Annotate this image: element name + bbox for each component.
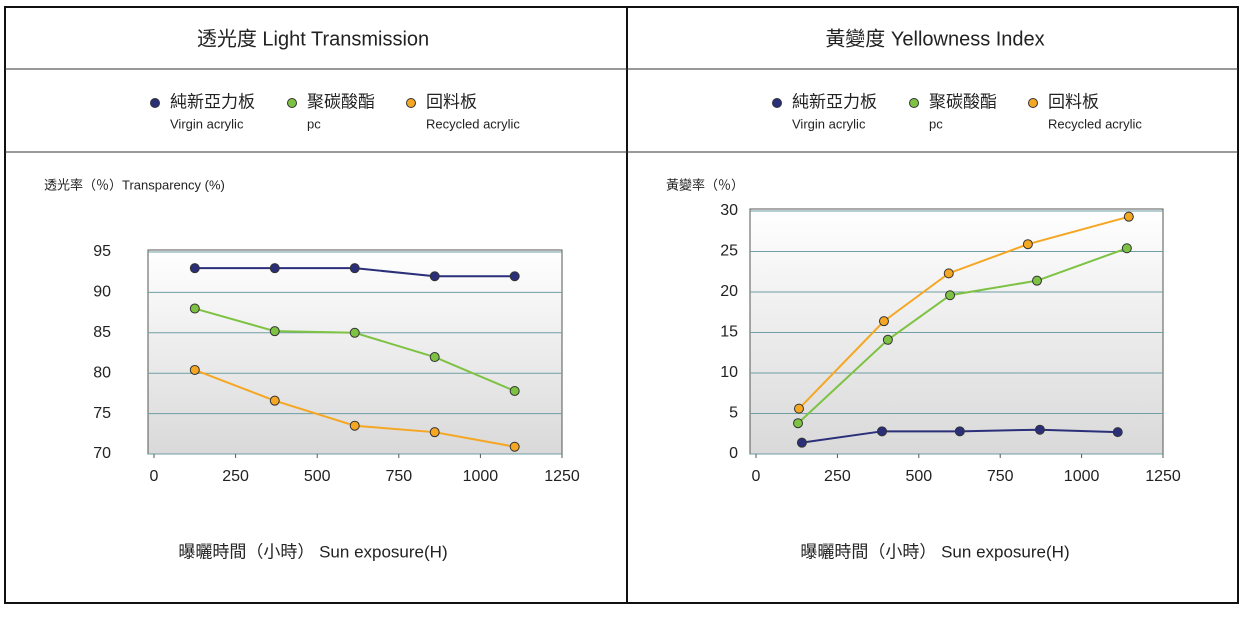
y-tick-label: 95 <box>93 243 111 260</box>
y-axis-title: 透光率（％）Transparency (%) <box>44 177 225 192</box>
legend-label: 聚碳酸酯 <box>307 92 375 111</box>
data-point <box>1121 243 1132 254</box>
data-point <box>429 271 440 282</box>
data-point <box>877 426 888 437</box>
data-point <box>429 352 440 363</box>
legend-label: 純新亞力板 <box>792 92 877 111</box>
x-tick-label: 1250 <box>1145 468 1181 485</box>
legend-label: 回料板 <box>1048 92 1099 111</box>
data-point <box>349 263 360 274</box>
legend-marker <box>772 98 782 108</box>
y-tick-label: 80 <box>93 364 111 381</box>
data-point <box>882 334 893 345</box>
legend-marker <box>909 98 919 108</box>
data-point <box>878 316 889 327</box>
y-tick-label: 70 <box>93 445 111 462</box>
data-point <box>793 403 804 414</box>
data-point <box>269 263 280 274</box>
data-point <box>349 420 360 431</box>
x-tick-label: 750 <box>987 468 1014 485</box>
data-point <box>509 385 520 396</box>
data-point <box>189 263 200 274</box>
data-point <box>943 268 954 279</box>
x-tick-label: 500 <box>905 468 932 485</box>
data-point <box>1031 275 1042 286</box>
data-point <box>1112 427 1123 438</box>
data-point <box>1034 424 1045 435</box>
x-axis-title: 曝曬時間（小時） Sun exposure(H) <box>178 542 447 561</box>
legend-label: 聚碳酸酯 <box>929 92 997 111</box>
data-point <box>509 271 520 282</box>
legend-sublabel: pc <box>929 116 943 131</box>
y-axis-title: 黃變率（％） <box>666 177 744 192</box>
y-tick-label: 15 <box>720 324 738 341</box>
data-point <box>1022 239 1033 250</box>
x-tick-label: 1250 <box>544 468 580 485</box>
data-point <box>793 418 804 429</box>
data-point <box>796 437 807 448</box>
y-tick-label: 5 <box>729 405 738 422</box>
legend-sublabel: Recycled acrylic <box>1048 116 1142 131</box>
x-tick-label: 0 <box>752 468 761 485</box>
data-point <box>269 395 280 406</box>
legend-sublabel: Virgin acrylic <box>170 116 244 131</box>
data-point <box>189 364 200 375</box>
y-tick-label: 10 <box>720 364 738 381</box>
y-tick-label: 25 <box>720 243 738 260</box>
legend-sublabel: Virgin acrylic <box>792 116 866 131</box>
data-point <box>189 303 200 314</box>
legend-marker <box>287 98 297 108</box>
data-point <box>349 327 360 338</box>
data-point <box>269 326 280 337</box>
y-tick-label: 20 <box>720 283 738 300</box>
y-tick-label: 0 <box>729 445 738 462</box>
data-point <box>954 426 965 437</box>
legend-label: 純新亞力板 <box>170 92 255 111</box>
legend-marker <box>150 98 160 108</box>
y-tick-label: 75 <box>93 405 111 422</box>
chart-title: 透光度 Light Transmission <box>197 27 429 50</box>
legend-marker <box>1028 98 1038 108</box>
data-point <box>945 290 956 301</box>
legend-label: 回料板 <box>426 92 477 111</box>
data-point <box>429 427 440 438</box>
data-point <box>509 441 520 452</box>
legend-sublabel: Recycled acrylic <box>426 116 520 131</box>
x-tick-label: 1000 <box>1064 468 1100 485</box>
x-tick-label: 1000 <box>463 468 499 485</box>
y-tick-label: 85 <box>93 324 111 341</box>
y-tick-label: 90 <box>93 284 111 301</box>
plot-area <box>147 249 563 455</box>
x-tick-label: 250 <box>222 468 249 485</box>
chart-title: 黃變度 Yellowness Index <box>825 27 1044 50</box>
x-tick-label: 250 <box>824 468 851 485</box>
legend-marker <box>406 98 416 108</box>
y-tick-label: 30 <box>720 202 738 219</box>
legend-sublabel: pc <box>307 116 321 131</box>
x-tick-label: 750 <box>385 468 412 485</box>
x-tick-label: 0 <box>150 468 159 485</box>
x-tick-label: 500 <box>304 468 331 485</box>
plot-area <box>749 208 1164 455</box>
x-axis-title: 曝曬時間（小時） Sun exposure(H) <box>800 542 1069 561</box>
data-point <box>1123 211 1134 222</box>
